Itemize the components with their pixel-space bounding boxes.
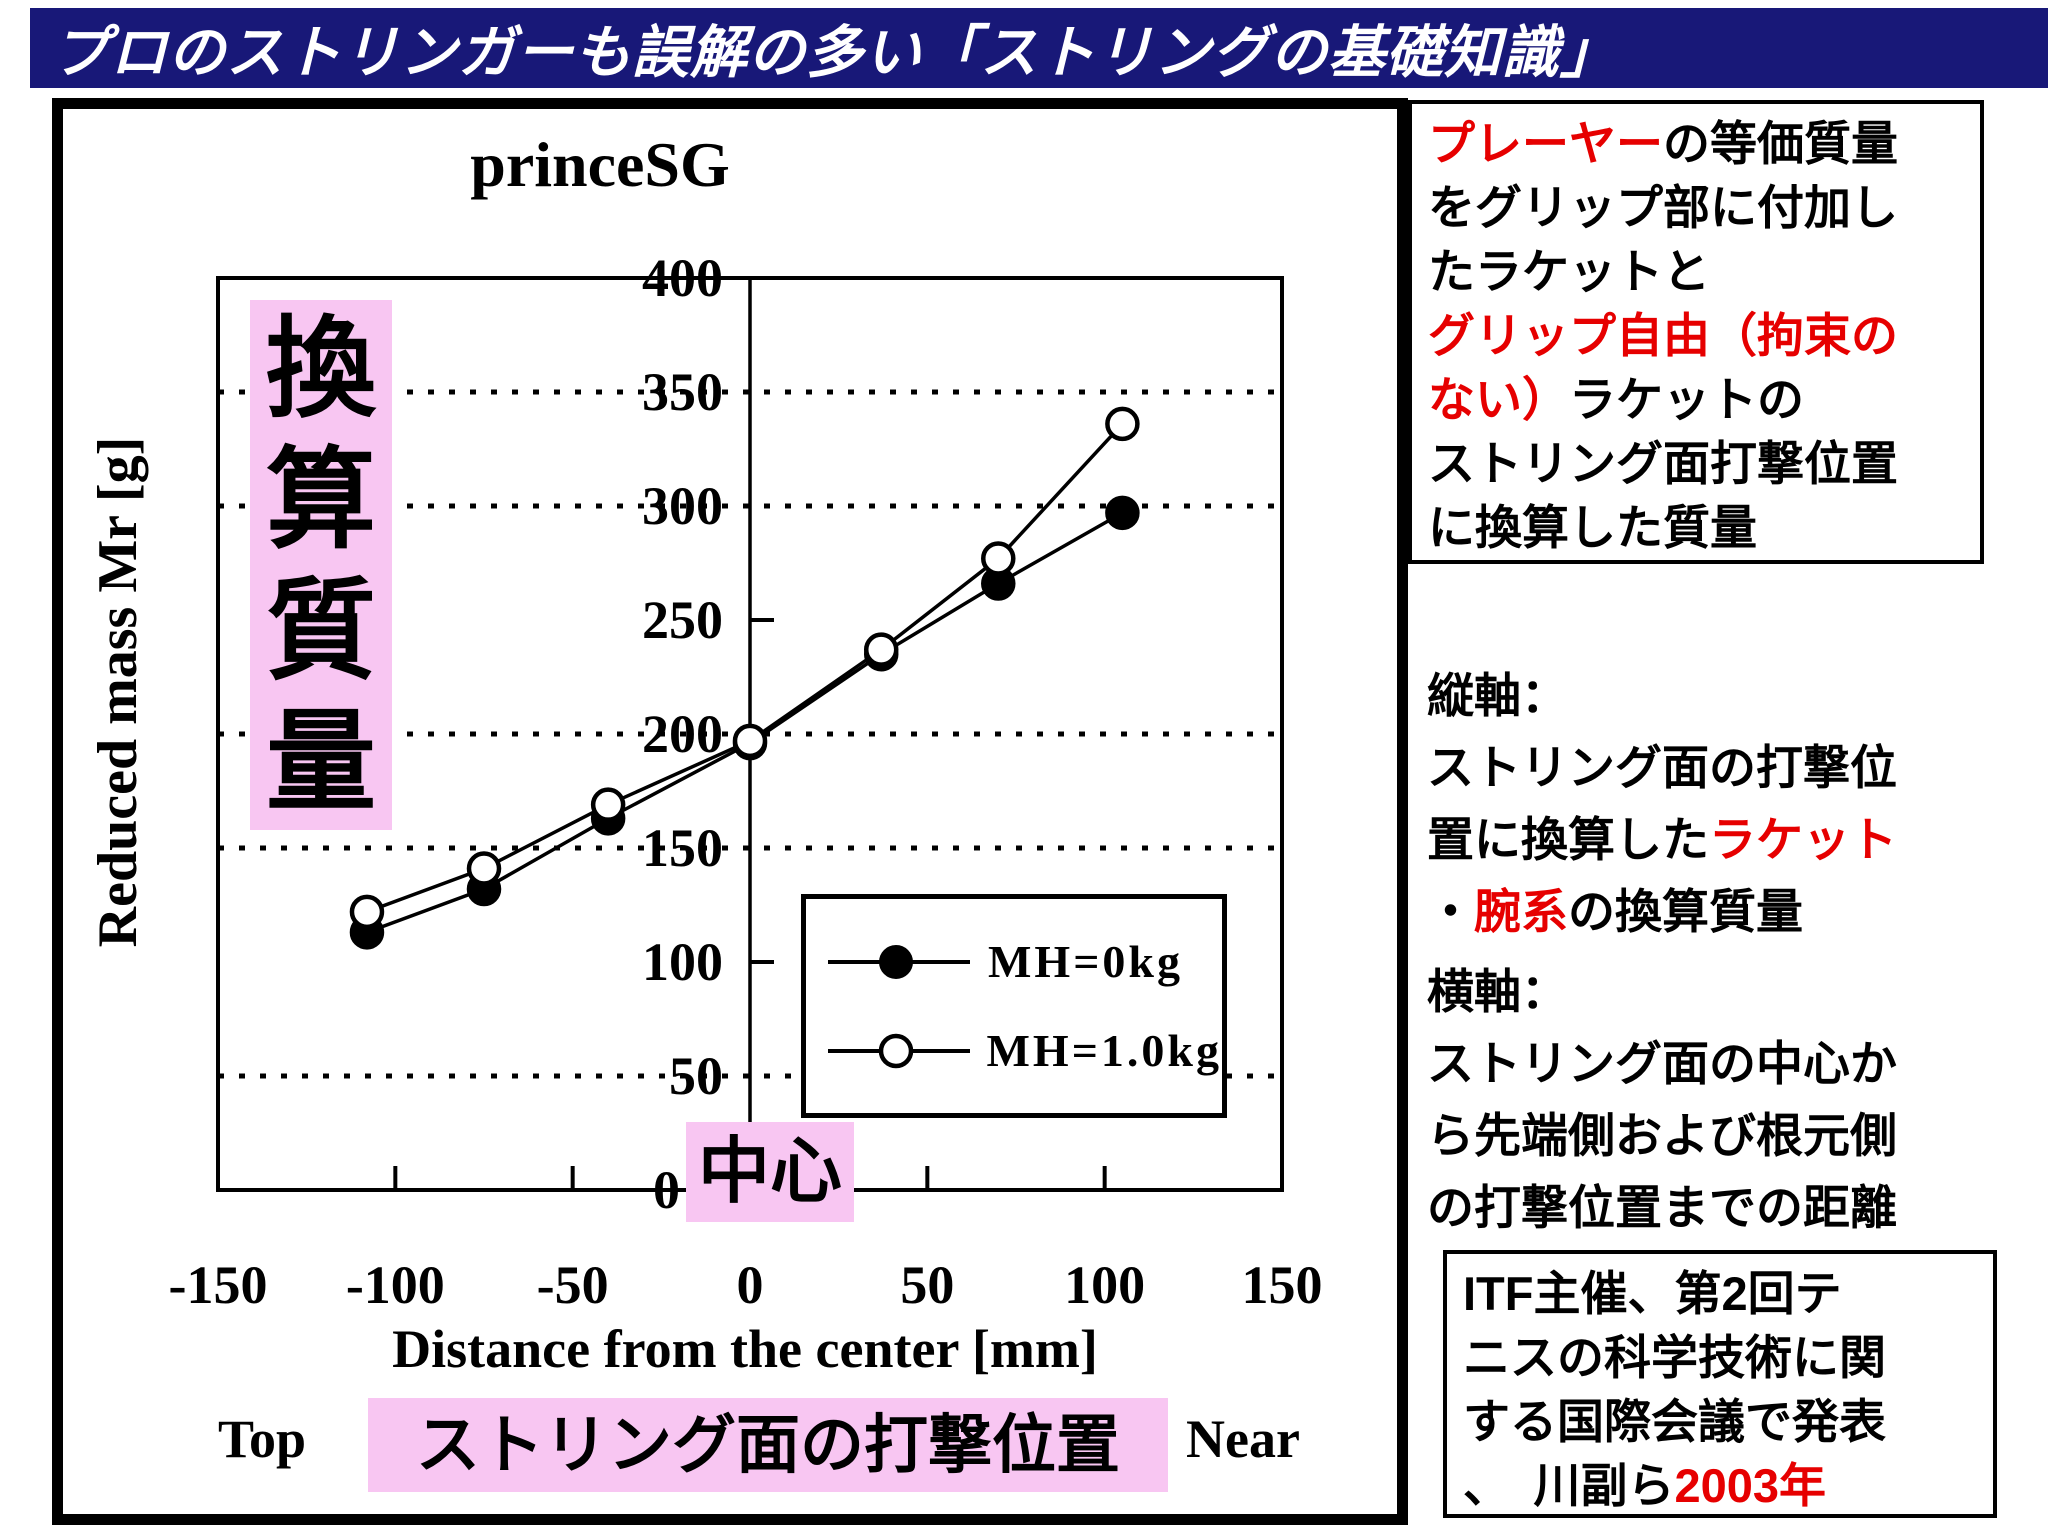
y-tick-label: 150 bbox=[642, 818, 723, 878]
x-tick-label: -100 bbox=[345, 1255, 445, 1315]
text-line: の打撃位置までの距離 bbox=[1427, 1181, 1897, 1234]
y-tick-label: 100 bbox=[642, 932, 723, 992]
slide-title: プロのストリンガーも誤解の多い「ストリングの基礎知識」 bbox=[52, 21, 1618, 85]
text-line: グリップ自由（拘束の bbox=[1428, 309, 1898, 362]
open-circle-marker-icon bbox=[828, 1033, 970, 1068]
x-tick-label: 50 bbox=[900, 1255, 955, 1315]
x-tick-label: -150 bbox=[168, 1255, 268, 1315]
filled-circle-marker-icon bbox=[828, 944, 970, 979]
text-line: ・腕系の換算質量 bbox=[1427, 885, 1803, 938]
y-tick-label: 350 bbox=[642, 362, 723, 422]
legend-label-mh1: MH=1.0kg bbox=[986, 1025, 1222, 1076]
text-line: をグリップ部に付加し bbox=[1428, 181, 1898, 234]
text-line: ストリング面の中心か bbox=[1427, 1037, 1897, 1090]
text-line: ら先端側および根元側 bbox=[1427, 1109, 1897, 1162]
chart-title: princeSG bbox=[470, 129, 730, 200]
text-line: ITF主催、第2回テ bbox=[1463, 1267, 1842, 1320]
text-line: 横軸： bbox=[1427, 965, 1568, 1018]
x-axis-title: Distance from the center [mm] bbox=[392, 1319, 1098, 1379]
horizontal-axis-note: 横軸： ストリング面の中心か ら先端側および根元側 の打撃位置までの距離 bbox=[1427, 956, 2002, 1244]
y-tick-label: 250 bbox=[642, 590, 723, 650]
y-tick-label: 400 bbox=[642, 248, 723, 308]
x-tick-label: 0 bbox=[736, 1255, 764, 1315]
y-tick-label: 0 bbox=[653, 1160, 680, 1220]
y-tick-label: 50 bbox=[669, 1046, 723, 1106]
conference-note-box: ITF主催、第2回テ ニスの科学技術に関 する国際会議で発表、 川副ら2003年 bbox=[1443, 1250, 1997, 1518]
text-line: 、 川副ら2003年 bbox=[1463, 1459, 1827, 1512]
axis-end-label-top: Top bbox=[217, 1409, 307, 1469]
y-axis-highlight-label: 換算質量 bbox=[250, 300, 392, 830]
x-axis-highlight-label: ストリング面の打撃位置 bbox=[368, 1398, 1168, 1492]
x-tick-label: 150 bbox=[1241, 1255, 1323, 1315]
x-tick-label: -50 bbox=[536, 1255, 609, 1315]
vertical-axis-note: 縦軸： ストリング面の打撃位 置に換算したラケット ・腕系の換算質量 bbox=[1427, 660, 2002, 948]
legend-row-mh0: MH=0kg bbox=[824, 935, 1222, 988]
y-tick-label: 300 bbox=[642, 476, 723, 536]
text-line: プレーヤーの等価質量 bbox=[1428, 117, 1898, 170]
axis-end-label-near: Near bbox=[1186, 1409, 1300, 1469]
x-tick-label: 100 bbox=[1064, 1255, 1146, 1315]
text-line: ストリング面打撃位置 bbox=[1428, 437, 1898, 490]
legend-row-mh1: MH=1.0kg bbox=[824, 1024, 1222, 1077]
y-axis-title: Reduced mass Mr [g] bbox=[87, 436, 149, 948]
text-line: 縦軸： bbox=[1427, 669, 1568, 722]
text-line: 置に換算したラケット bbox=[1427, 813, 1897, 866]
equivalent-mass-note-box: プレーヤーの等価質量 をグリップ部に付加し たラケットとグリップ自由（拘束の ない）ラ… bbox=[1408, 100, 1984, 564]
text-line: ニスの科学技術に関 bbox=[1463, 1331, 1886, 1384]
text-line: ストリング面の打撃位 bbox=[1427, 741, 1897, 794]
y-tick-label: 200 bbox=[642, 704, 723, 764]
center-label: 中心 bbox=[686, 1122, 854, 1222]
text-line: ない）ラケットの bbox=[1428, 373, 1804, 426]
text-line: たラケットと bbox=[1428, 245, 1710, 298]
text-line: に換算した質量 bbox=[1428, 501, 1757, 554]
legend-label-mh0: MH=0kg bbox=[988, 936, 1183, 987]
text-line: する国際会議で発表 bbox=[1463, 1395, 1886, 1448]
chart-legend: MH=0kg MH=1.0kg bbox=[801, 894, 1227, 1118]
slide-title-bar: プロのストリンガーも誤解の多い「ストリングの基礎知識」 bbox=[30, 8, 2048, 88]
